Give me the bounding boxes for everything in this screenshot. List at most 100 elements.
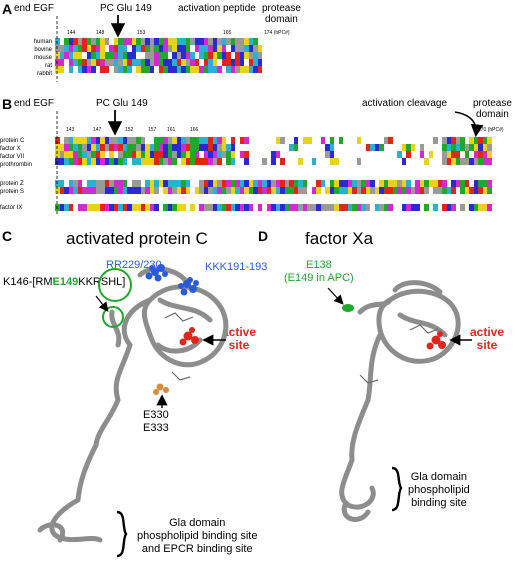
protein-label: factor X: [0, 146, 21, 152]
residue-cell: [221, 187, 226, 194]
residue-cell: [203, 66, 208, 73]
residue-cell: [154, 45, 159, 52]
residue-cell: [343, 187, 348, 194]
residue-cell: [433, 151, 438, 158]
residue-cell: [127, 137, 132, 144]
residue-cell: [221, 158, 226, 165]
residue-cell: [145, 158, 150, 165]
residue-cell: [311, 158, 316, 165]
e138-label: E138 (E149 in APC): [284, 259, 354, 284]
residue-cell: [329, 158, 334, 165]
residue-cell: [199, 52, 204, 59]
residue-cell: [428, 204, 433, 211]
residue-cell: [122, 187, 127, 194]
alignment-row: [55, 45, 262, 52]
residue-cell: [145, 137, 150, 144]
residue-cell: [374, 187, 379, 194]
residue-cell: [68, 137, 73, 144]
residue-cell: [172, 38, 177, 45]
residue-cell: [437, 137, 442, 144]
residue-cell: [64, 38, 69, 45]
residue-cell: [410, 144, 415, 151]
residue-cell: [235, 59, 240, 66]
residue-cell: [383, 187, 388, 194]
residue-cell: [172, 137, 177, 144]
residue-cell: [163, 187, 168, 194]
residue-cell: [73, 180, 78, 187]
residue-cell: [338, 187, 343, 194]
residue-cell: [145, 59, 150, 66]
residue-cell: [271, 144, 276, 151]
residue-cell: [167, 137, 172, 144]
residue-cell: [158, 137, 163, 144]
residue-cell: [109, 38, 114, 45]
residue-cell: [271, 158, 276, 165]
residue-cell: [185, 45, 190, 52]
residue-cell: [158, 144, 163, 151]
residue-cell: [424, 137, 429, 144]
residue-cell: [397, 144, 402, 151]
residue-cell: [244, 180, 249, 187]
residue-cell: [131, 137, 136, 144]
residue-cell: [419, 187, 424, 194]
residue-cell: [181, 180, 186, 187]
residue-cell: [73, 144, 78, 151]
residue-cell: [77, 158, 82, 165]
residue-cell: [257, 45, 262, 52]
residue-cell: [469, 137, 474, 144]
residue-cell: [320, 180, 325, 187]
residue-cell: [451, 137, 456, 144]
residue-cell: [127, 38, 132, 45]
residue-cell: [190, 52, 195, 59]
residue-cell: [100, 59, 105, 66]
residue-cell: [347, 151, 352, 158]
residue-cell: [86, 151, 91, 158]
residue-cell: [118, 204, 123, 211]
residue-cell: [302, 144, 307, 151]
residue-cell: [149, 144, 154, 151]
residue-cell: [244, 45, 249, 52]
residue-cell: [257, 151, 262, 158]
residue-cell: [208, 59, 213, 66]
residue-cell: [352, 151, 357, 158]
residue-cell: [163, 151, 168, 158]
residue-cell: [95, 59, 100, 66]
residue-cell: [82, 204, 87, 211]
residue-cell: [370, 158, 375, 165]
residue-cell: [478, 144, 483, 151]
residue-cell: [239, 45, 244, 52]
residue-cell: [343, 144, 348, 151]
residue-cell: [163, 38, 168, 45]
residue-cell: [428, 151, 433, 158]
residue-cell: [248, 204, 253, 211]
residue-cell: [455, 137, 460, 144]
residue-cell: [172, 151, 177, 158]
residue-cell: [100, 144, 105, 151]
residue-cell: [86, 144, 91, 151]
residue-cell: [257, 204, 262, 211]
residue-cell: [176, 158, 181, 165]
residue-cell: [419, 180, 424, 187]
residue-cell: [469, 151, 474, 158]
residue-cell: [365, 180, 370, 187]
residue-cell: [311, 204, 316, 211]
residue-cell: [73, 204, 78, 211]
residue-cell: [77, 151, 82, 158]
residue-cell: [194, 204, 199, 211]
residue-cell: [239, 144, 244, 151]
residue-cell: [158, 187, 163, 194]
residue-cell: [190, 158, 195, 165]
residue-cell: [91, 151, 96, 158]
residue-cell: [293, 137, 298, 144]
alignment-block-b3: [55, 204, 492, 211]
residue-cell: [320, 158, 325, 165]
residue-cell: [140, 45, 145, 52]
residue-cell: [104, 187, 109, 194]
residue-cell: [194, 52, 199, 59]
residue-cell: [185, 59, 190, 66]
residue-cell: [140, 38, 145, 45]
residue-cell: [446, 137, 451, 144]
residue-cell: [127, 187, 132, 194]
residue-cell: [280, 151, 285, 158]
residue-cell: [59, 52, 64, 59]
